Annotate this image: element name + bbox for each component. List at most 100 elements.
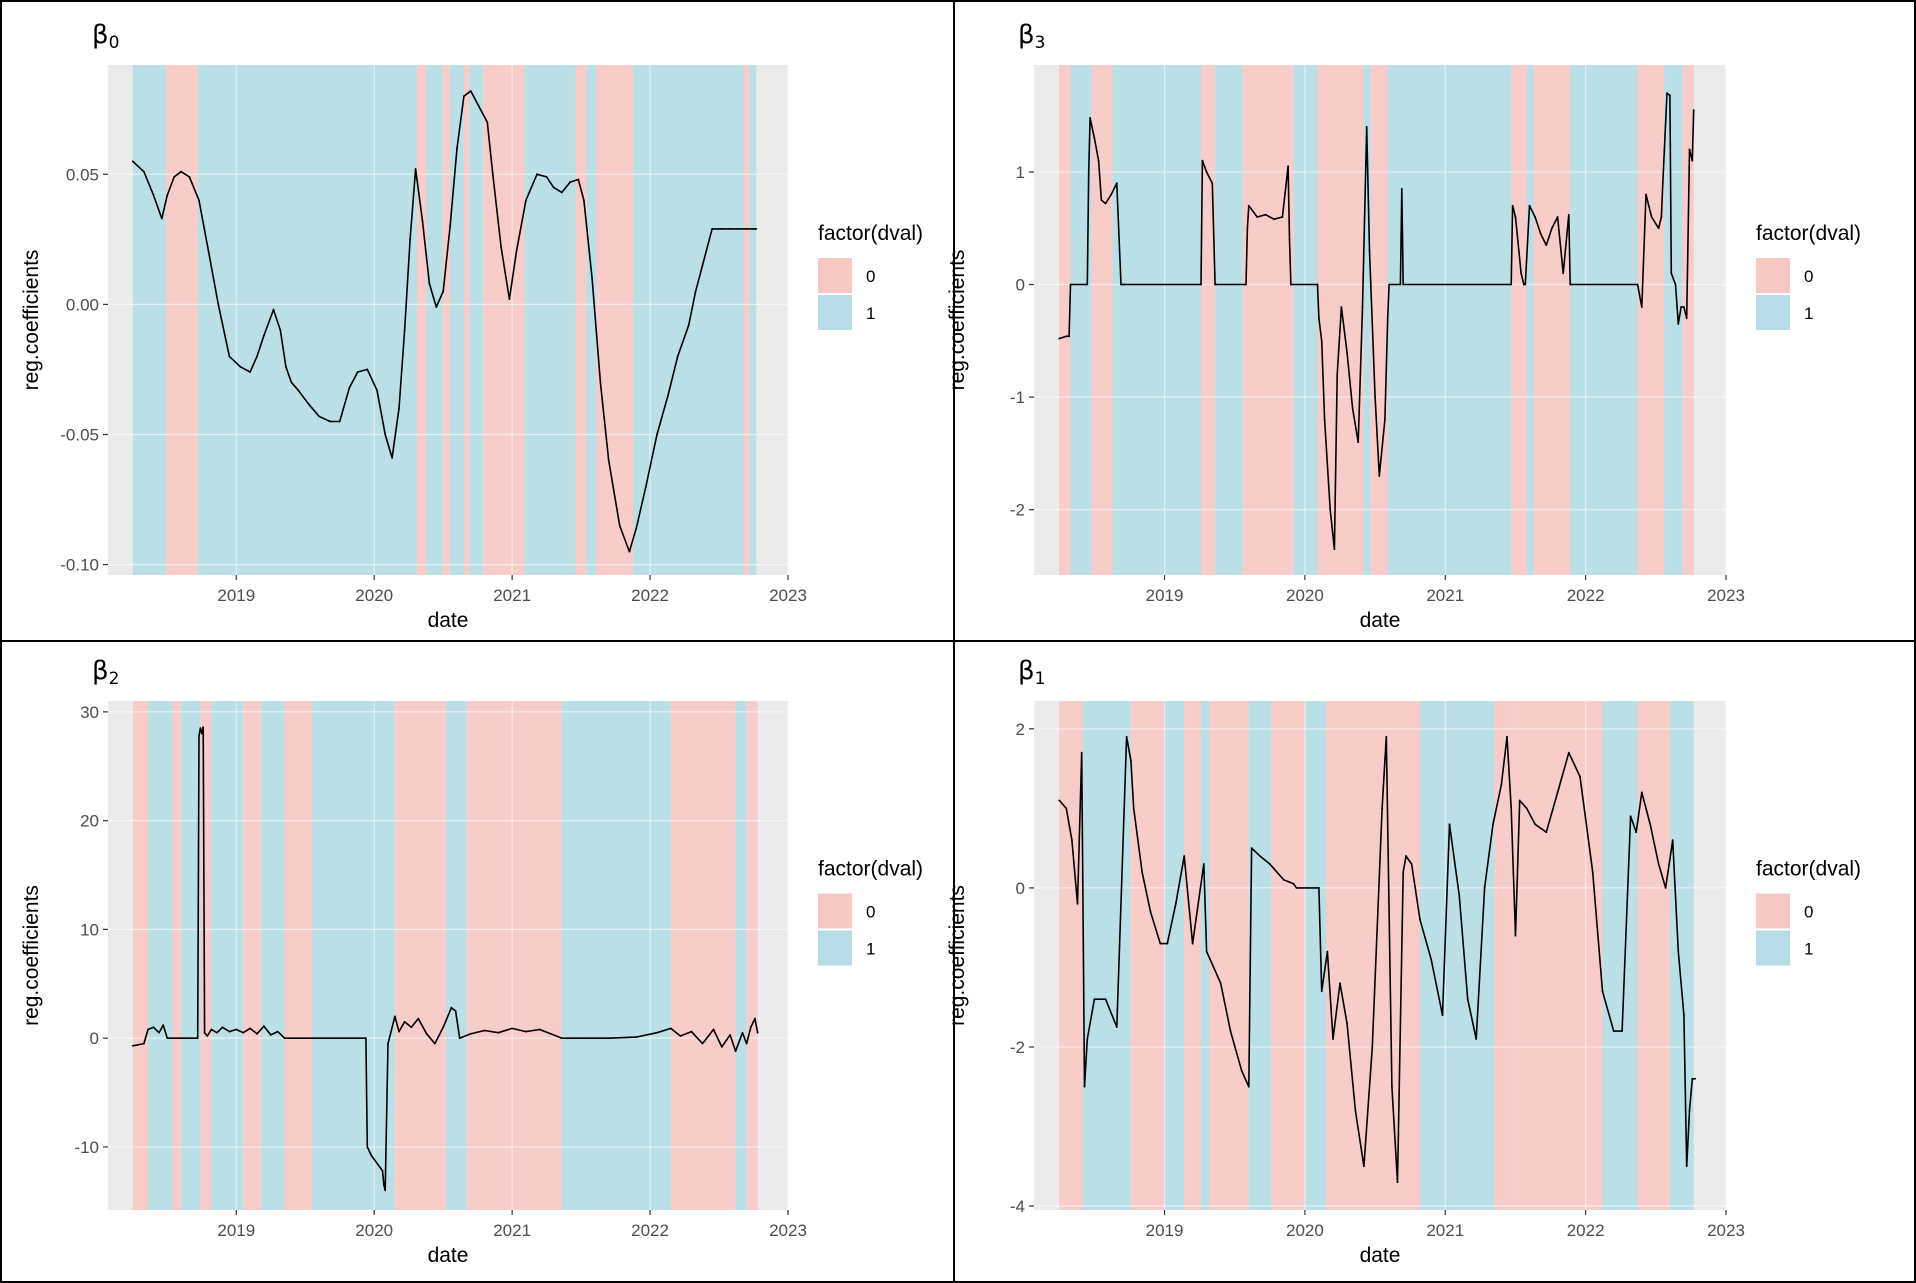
data-point [462,95,465,98]
data-point [645,485,647,488]
data-point [1329,508,1332,511]
data-point [1682,1014,1685,1017]
regime-band-1 [1420,701,1449,1210]
data-point [1058,799,1061,802]
data-point [1640,306,1643,308]
legend-key-0 [818,258,852,293]
regime-band-1 [211,701,244,1210]
data-point [479,108,482,111]
data-point [1371,1046,1374,1048]
data-point [398,1030,400,1033]
data-point [1506,735,1508,738]
regime-band-0 [1130,701,1165,1210]
data-point [356,371,359,373]
y-tick-label: 30 [80,703,99,722]
y-tick-label: 10 [80,920,99,939]
legend-label: 1 [1804,304,1813,323]
data-point [376,1162,378,1165]
regime-band-1 [735,701,747,1210]
legend-label: 0 [1804,903,1813,922]
data-point [753,1017,756,1020]
data-point [366,368,369,371]
data-point [1650,216,1653,218]
regime-band-0 [165,65,198,575]
data-point [188,175,191,178]
data-point [425,1032,428,1035]
data-point [755,228,758,230]
data-point [1636,283,1639,286]
y-tick-label: 20 [80,812,99,831]
regime-band-1 [261,701,285,1210]
data-point [428,282,431,285]
regime-band-1 [633,65,744,575]
data-point [1104,202,1107,205]
regime-band-1 [1664,65,1683,575]
data-point [1545,831,1548,834]
y-tick-label: 0 [1016,276,1025,295]
regime-band-1 [1070,65,1092,575]
chart-title: β3 [1018,20,1045,53]
data-point [1068,335,1070,338]
data-point [180,170,183,173]
data-point [1122,283,1125,286]
x-tick-label: 2019 [1146,586,1184,605]
regime-band-0 [596,65,634,575]
data-point [262,1025,265,1028]
regime-band-1 [1304,701,1326,1210]
data-point [384,1189,387,1192]
x-tick-label: 2022 [1567,1221,1605,1240]
data-point [297,389,300,392]
regime-band-0 [1201,65,1216,575]
data-point [1132,807,1135,810]
data-point [285,365,287,368]
data-point [1635,831,1638,834]
data-point [1287,165,1289,168]
data-point [1528,204,1531,207]
data-point [1202,863,1205,865]
data-point [1333,548,1336,551]
regime-band-0 [200,701,212,1210]
data-point [1097,159,1100,162]
data-point [318,415,320,418]
x-tick-label: 2021 [493,1221,531,1240]
data-point [741,1031,744,1034]
data-point [366,1146,369,1148]
data-point [560,191,563,194]
data-point [387,1042,389,1045]
regime-band-1 [1201,701,1210,1210]
data-point [1399,283,1402,286]
regime-band-0 [1091,65,1113,575]
data-point [497,1031,500,1034]
data-point [1086,1038,1089,1040]
regime-band-0 [1059,701,1084,1210]
data-point [667,394,669,397]
data-point [734,1050,737,1053]
x-axis-label: date [428,609,469,632]
regime-band-0 [1243,65,1294,575]
data-point [256,1032,258,1035]
data-point [1250,847,1253,850]
chart-top-right: β3 1 0 -1 -2 2019 2020 2021 2022 2023 date reg.coef… [946,20,1861,632]
data-point [1191,942,1194,945]
data-point [1121,283,1124,286]
data-point [1110,193,1113,196]
legend-label: 0 [1804,267,1813,286]
regime-band-0 [1511,65,1527,575]
data-point [745,228,748,230]
regime-band-1 [1215,65,1244,575]
data-point [1419,918,1421,921]
data-point [1247,1085,1250,1088]
data-point [679,1035,682,1037]
regime-band-1 [426,65,444,575]
data-point [1664,886,1667,889]
regime-band-0 [394,701,446,1210]
data-point [1346,351,1348,353]
data-point [1534,216,1537,218]
data-point [1245,283,1247,286]
data-point [1120,283,1122,286]
data-point [1657,863,1660,865]
data-point [131,1044,134,1047]
data-point [1601,990,1604,993]
data-point [1361,306,1364,308]
